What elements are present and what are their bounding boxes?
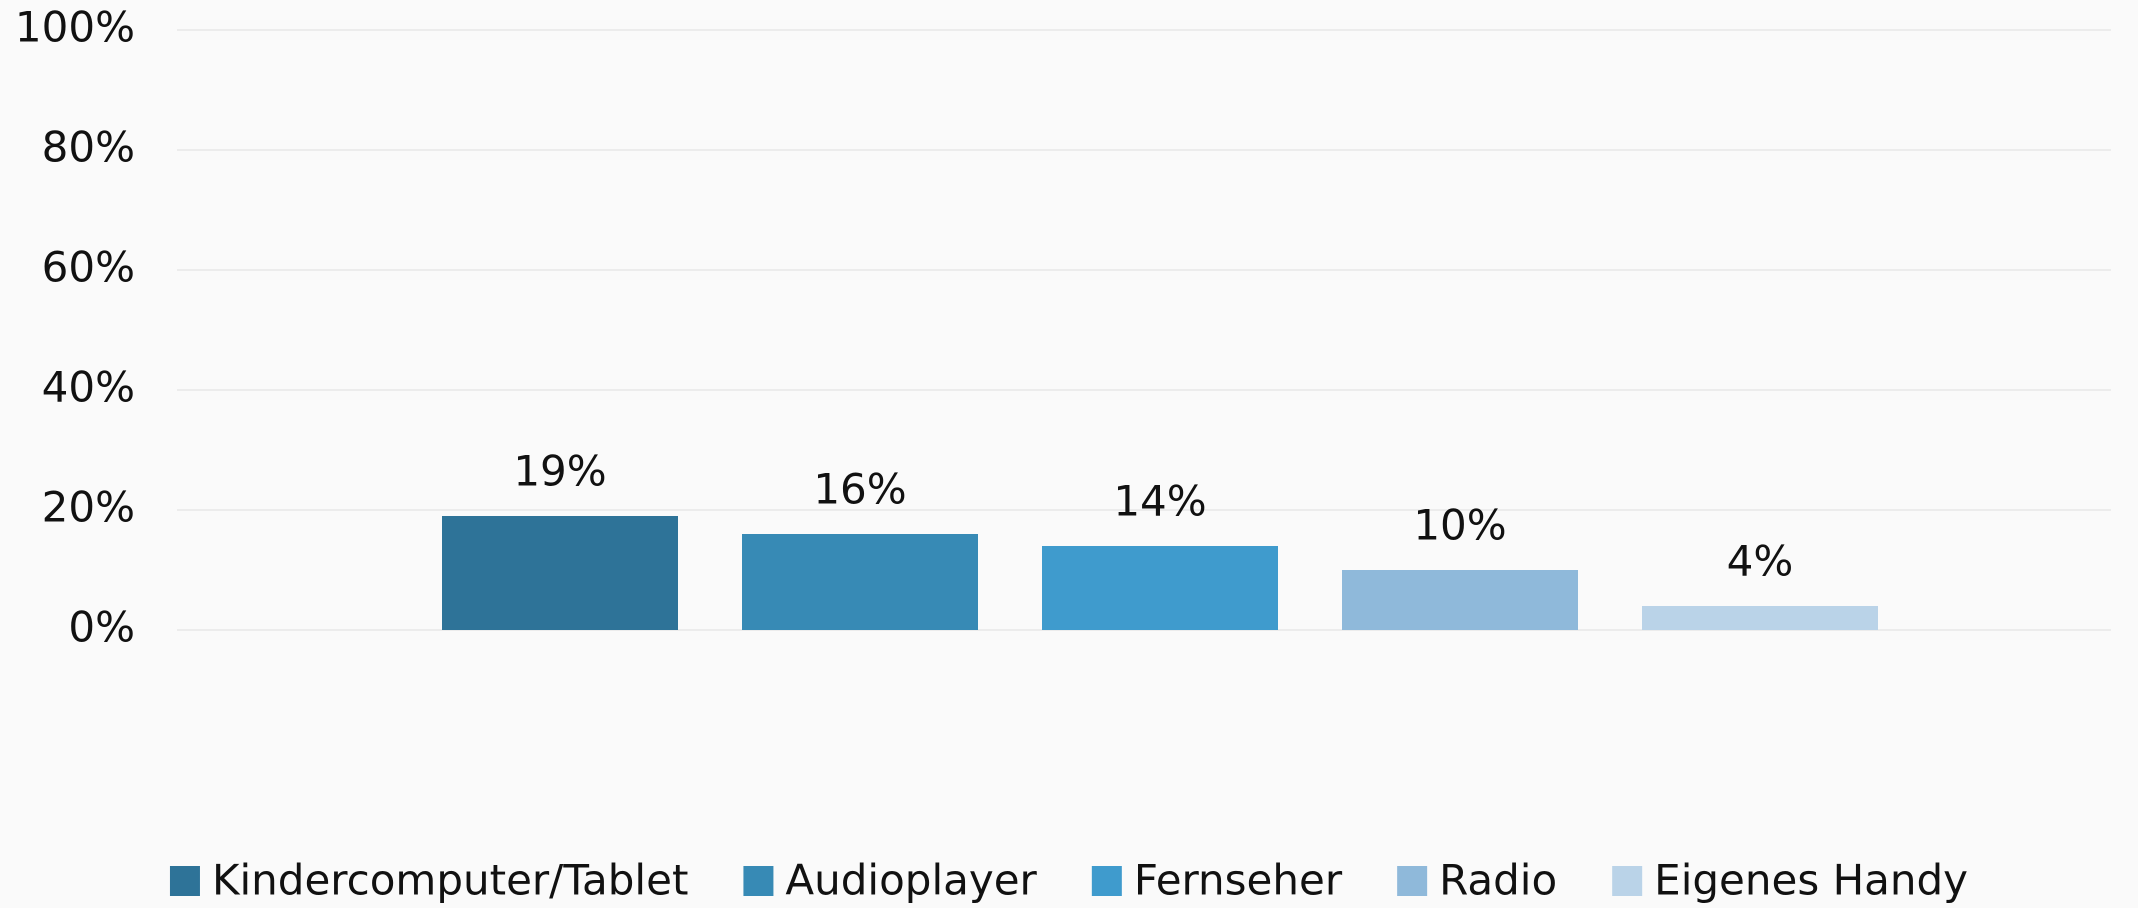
bar	[1342, 570, 1578, 630]
bar	[1642, 606, 1878, 630]
bar	[1042, 546, 1278, 630]
y-tick-label: 60%	[42, 243, 135, 292]
legend-label: Radio	[1439, 856, 1557, 905]
bar	[742, 534, 978, 630]
y-tick-label: 80%	[42, 123, 135, 172]
y-tick-label: 100%	[15, 3, 135, 52]
bar	[442, 516, 678, 630]
legend-label: Kindercomputer/Tablet	[212, 856, 688, 905]
y-tick-label: 20%	[42, 483, 135, 532]
legend-label: Audioplayer	[785, 856, 1037, 905]
data-label: 4%	[1727, 537, 1794, 586]
legend-swatch	[1091, 866, 1122, 896]
y-tick-label: 0%	[68, 603, 135, 652]
data-label: 10%	[1413, 501, 1506, 550]
legend-label: Fernseher	[1134, 856, 1343, 905]
data-label: 16%	[813, 465, 906, 514]
legend-label: Eigenes Handy	[1654, 856, 1968, 905]
legend-swatch	[743, 866, 774, 896]
legend-swatch	[169, 866, 200, 896]
legend-swatch	[1397, 866, 1428, 896]
legend-swatch	[1612, 866, 1643, 896]
data-label: 14%	[1113, 477, 1206, 526]
y-tick-label: 40%	[42, 363, 135, 412]
data-label: 19%	[513, 447, 606, 496]
